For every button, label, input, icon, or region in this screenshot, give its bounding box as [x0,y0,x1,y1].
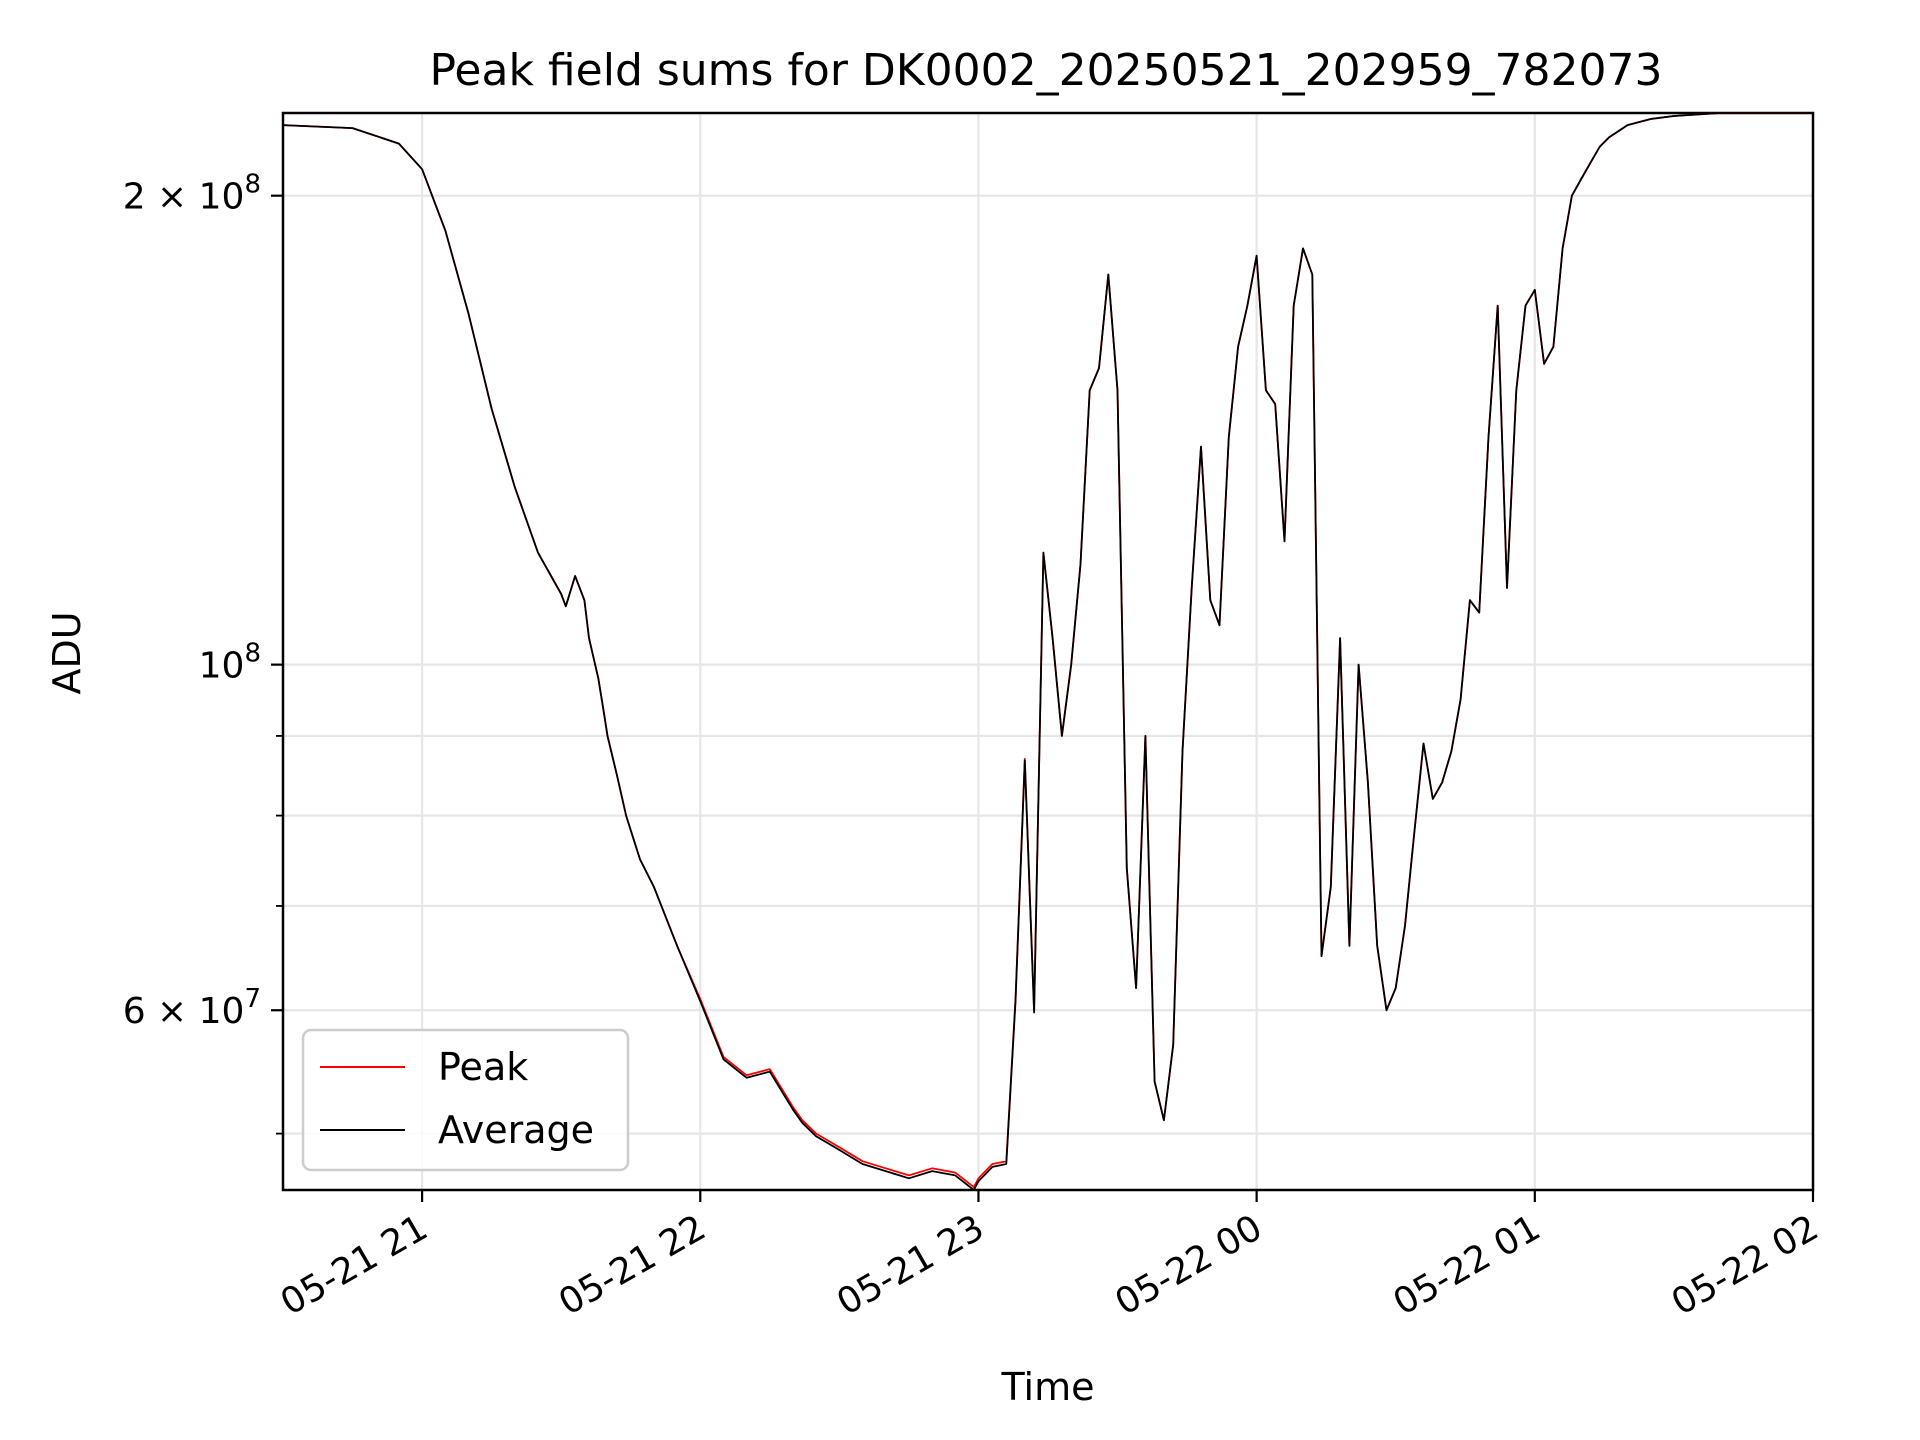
legend: Peak Average [301,1028,630,1172]
series-line-average [282,112,1813,1191]
y-tick-label: 108 [199,639,261,687]
y-axis: 6 × 107 108 2 × 108 [123,170,283,1135]
series-layer [282,112,1813,1191]
y-axis-label: ADU [45,611,89,694]
x-axis: 05-21 21 05-21 22 05-21 23 05-22 00 05-22 01… [274,1190,1826,1324]
x-tick-label: 05-21 22 [552,1207,713,1323]
x-axis-label: Time [1001,1365,1095,1409]
y-tick-label: 6 × 107 [123,984,261,1032]
x-tick-label: 05-22 00 [1108,1207,1269,1323]
series-line-peak [282,112,1813,1188]
x-tick-label: 05-21 21 [274,1207,435,1323]
x-tick-label: 05-21 23 [830,1207,991,1323]
y-tick-label: 2 × 108 [123,170,261,218]
legend-peak-label: Peak [438,1045,528,1089]
plot-frame [281,111,1815,1192]
x-tick-label: 05-22 01 [1387,1207,1548,1323]
chart-title: Peak field sums for DK0002_20250521_2029… [429,45,1662,96]
x-tick-label: 05-22 02 [1665,1207,1826,1323]
grid [283,113,1815,1190]
legend-box [301,1028,630,1172]
legend-average-label: Average [438,1108,594,1152]
